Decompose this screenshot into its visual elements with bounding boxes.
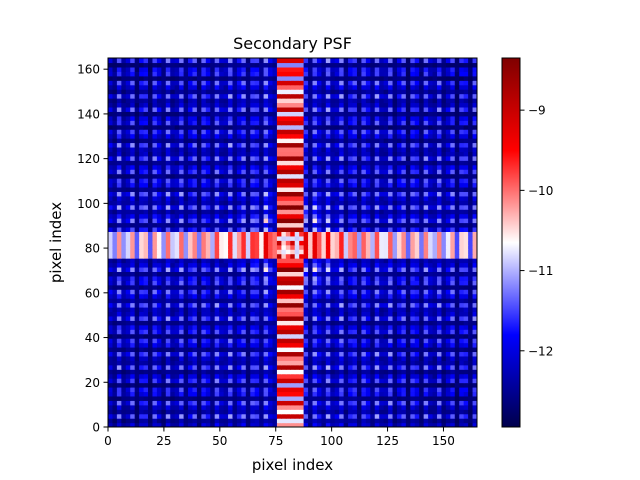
x-axis-label: pixel index bbox=[252, 456, 333, 474]
x-axis-ticks: 0 25 50 75 100 125 150 bbox=[104, 427, 455, 448]
y-tick-label: 20 bbox=[85, 376, 100, 390]
colorbar-tick-label: −12 bbox=[528, 344, 553, 358]
y-tick-label: 140 bbox=[77, 107, 100, 121]
colorbar-tick-label: −9 bbox=[528, 104, 546, 118]
x-tick-label: 75 bbox=[268, 434, 283, 448]
chart-title: Secondary PSF bbox=[233, 34, 352, 53]
colorbar bbox=[502, 58, 520, 427]
y-axis-label: pixel index bbox=[47, 202, 65, 283]
y-tick-label: 60 bbox=[85, 286, 100, 300]
y-tick-label: 120 bbox=[77, 152, 100, 166]
x-tick-label: 0 bbox=[104, 434, 112, 448]
x-tick-label: 125 bbox=[376, 434, 399, 448]
x-tick-label: 150 bbox=[432, 434, 455, 448]
x-tick-label: 100 bbox=[320, 434, 343, 448]
x-tick-label: 25 bbox=[156, 434, 171, 448]
y-tick-label: 0 bbox=[92, 421, 100, 435]
colorbar-tick-label: −11 bbox=[528, 264, 553, 278]
colorbar-tick-label: −10 bbox=[528, 184, 553, 198]
y-tick-label: 100 bbox=[77, 197, 100, 211]
colorbar-ticks: −9 −10 −11 −12 bbox=[520, 104, 553, 359]
heatmap-image bbox=[108, 58, 478, 428]
y-tick-label: 160 bbox=[77, 63, 100, 77]
y-tick-label: 80 bbox=[85, 242, 100, 256]
x-tick-label: 50 bbox=[212, 434, 227, 448]
y-tick-label: 40 bbox=[85, 331, 100, 345]
y-axis-ticks: 0 20 40 60 80 100 120 140 160 bbox=[77, 63, 108, 435]
